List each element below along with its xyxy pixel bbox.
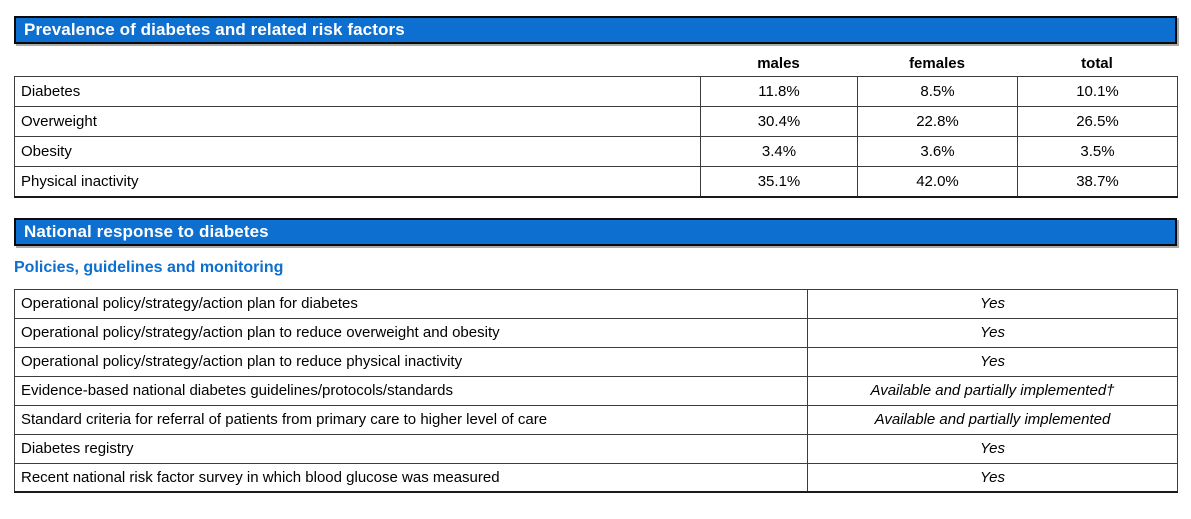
value-cell: 8.5% <box>857 76 1018 107</box>
row-label: Operational policy/strategy/action plan … <box>14 288 808 319</box>
table-row: Operational policy/strategy/action plan … <box>14 288 1178 319</box>
row-label: Physical inactivity <box>14 166 701 198</box>
subsection-title-policies: Policies, guidelines and monitoring <box>14 258 284 276</box>
row-label: Diabetes registry <box>14 433 808 464</box>
row-label: Operational policy/strategy/action plan … <box>14 317 808 348</box>
table-row: Diabetes 11.8% 8.5% 10.1% <box>14 76 1178 107</box>
value-cell: 38.7% <box>1017 166 1178 198</box>
prevalence-section: Prevalence of diabetes and related risk … <box>14 16 1178 198</box>
value-cell: Yes <box>807 433 1178 464</box>
column-header-females: females <box>909 54 965 72</box>
value-cell: 26.5% <box>1017 106 1178 137</box>
row-label: Recent national risk factor survey in wh… <box>14 462 808 493</box>
table-row: Physical inactivity 35.1% 42.0% 38.7% <box>14 166 1178 198</box>
value-cell: Yes <box>807 462 1178 493</box>
table-row: Evidence-based national diabetes guideli… <box>14 375 1178 406</box>
value-cell: 11.8% <box>700 76 858 107</box>
table-row: Diabetes registry Yes <box>14 433 1178 464</box>
value-cell: 22.8% <box>857 106 1018 137</box>
row-label: Overweight <box>14 106 701 137</box>
value-cell: Yes <box>807 346 1178 377</box>
table-row: Operational policy/strategy/action plan … <box>14 317 1178 348</box>
column-header-total: total <box>1081 54 1113 72</box>
value-cell: 35.1% <box>700 166 858 198</box>
column-header-males: males <box>757 54 800 72</box>
table-row: Operational policy/strategy/action plan … <box>14 346 1178 377</box>
table-row: Standard criteria for referral of patien… <box>14 404 1178 435</box>
value-cell: 30.4% <box>700 106 858 137</box>
value-cell: Available and partially implemented† <box>807 375 1178 406</box>
value-cell: Yes <box>807 288 1178 319</box>
page: Prevalence of diabetes and related risk … <box>14 16 1178 493</box>
value-cell: 3.6% <box>857 136 1018 167</box>
prevalence-table: Diabetes 11.8% 8.5% 10.1% Overweight 30.… <box>14 76 1178 198</box>
table-row: Recent national risk factor survey in wh… <box>14 462 1178 493</box>
value-cell: 42.0% <box>857 166 1018 198</box>
value-cell: Available and partially implemented <box>807 404 1178 435</box>
value-cell: 10.1% <box>1017 76 1178 107</box>
table-row: Overweight 30.4% 22.8% 26.5% <box>14 106 1178 137</box>
value-cell: 3.4% <box>700 136 858 167</box>
national-response-table: Operational policy/strategy/action plan … <box>14 288 1178 493</box>
national-response-section: National response to diabetes Policies, … <box>14 217 1178 493</box>
national-response-section-header: National response to diabetes <box>14 217 1177 246</box>
row-label: Standard criteria for referral of patien… <box>14 404 808 435</box>
row-label: Operational policy/strategy/action plan … <box>14 346 808 377</box>
row-label: Obesity <box>14 136 701 167</box>
row-label: Diabetes <box>14 76 701 107</box>
value-cell: Yes <box>807 317 1178 348</box>
table-row: Obesity 3.4% 3.6% 3.5% <box>14 136 1178 167</box>
value-cell: 3.5% <box>1017 136 1178 167</box>
prevalence-section-header: Prevalence of diabetes and related risk … <box>14 16 1177 44</box>
row-label: Evidence-based national diabetes guideli… <box>14 375 808 406</box>
prevalence-column-header-row: males females total <box>14 50 1177 76</box>
